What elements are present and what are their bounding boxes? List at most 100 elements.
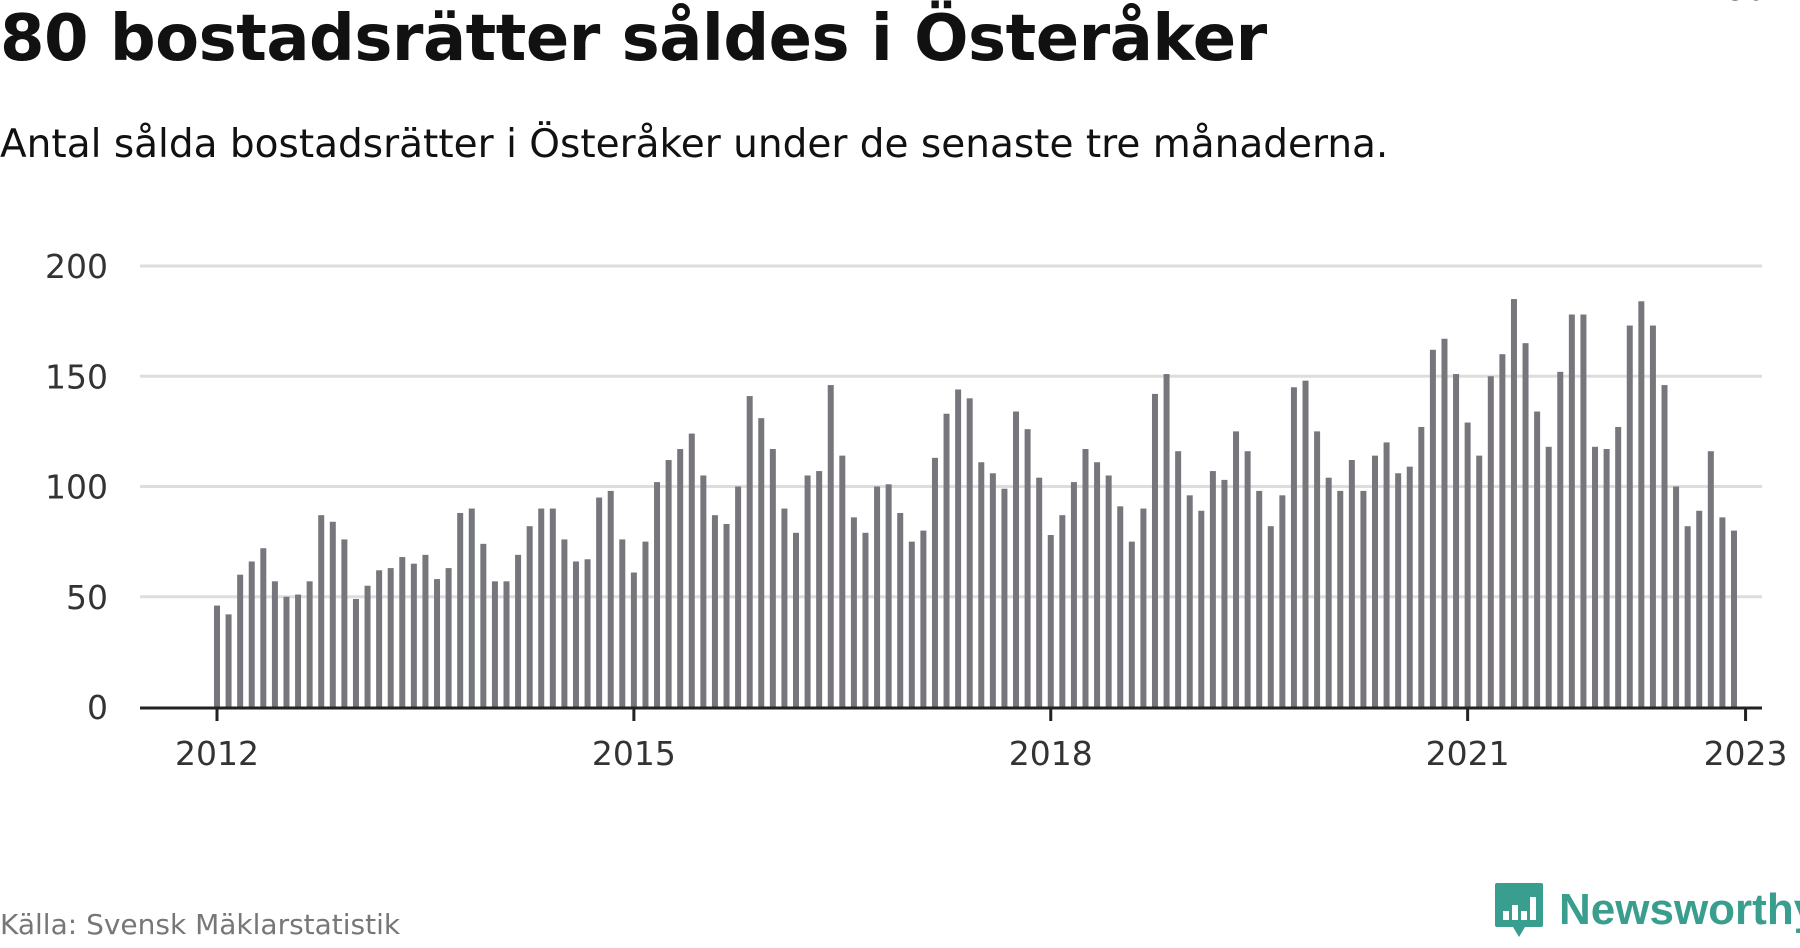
bar xyxy=(966,398,973,707)
bar xyxy=(318,515,325,707)
bar xyxy=(572,561,579,707)
bar xyxy=(1279,495,1286,707)
y-tick-label: 50 xyxy=(66,578,108,617)
bar xyxy=(1592,446,1599,707)
x-tick-label: 2021 xyxy=(1426,734,1510,773)
bar xyxy=(1360,490,1367,707)
bar xyxy=(1163,374,1170,707)
bar xyxy=(874,486,881,707)
bar xyxy=(746,396,753,707)
bar xyxy=(1707,451,1714,707)
bar xyxy=(711,515,718,707)
bar xyxy=(1175,451,1182,707)
bar xyxy=(445,568,452,707)
bar xyxy=(596,497,603,707)
bar xyxy=(1094,462,1101,707)
data-labels: 80 xyxy=(1721,0,1771,12)
bar xyxy=(214,605,220,707)
bar xyxy=(804,475,811,707)
bar xyxy=(503,581,510,707)
bar xyxy=(1626,325,1633,707)
bar xyxy=(1603,449,1610,707)
bar xyxy=(561,539,568,707)
bar xyxy=(1510,299,1517,707)
bar xyxy=(1441,338,1448,707)
x-tick-label: 2015 xyxy=(592,734,676,773)
bar xyxy=(410,563,417,707)
bar xyxy=(1209,471,1216,707)
bar xyxy=(1557,371,1564,707)
brand-logo[interactable]: Newsworthy xyxy=(1493,880,1800,940)
bar xyxy=(607,490,614,707)
bar xyxy=(642,541,649,707)
bar xyxy=(630,572,637,707)
bar xyxy=(364,585,371,707)
bar xyxy=(1615,426,1622,707)
x-tick-label: 2023 xyxy=(1704,734,1788,773)
bar xyxy=(1719,517,1726,707)
bar xyxy=(225,614,232,707)
bar xyxy=(1059,515,1066,707)
bar xyxy=(989,473,996,707)
bar xyxy=(1476,455,1483,707)
bar xyxy=(1730,530,1737,707)
x-tick-label: 2012 xyxy=(175,734,259,773)
bar xyxy=(769,449,776,707)
bar xyxy=(793,532,799,707)
source-note: Källa: Svensk Mäklarstatistik xyxy=(0,908,401,941)
bar xyxy=(1256,490,1263,707)
bar xyxy=(1684,526,1691,707)
bar xyxy=(341,539,348,707)
bar xyxy=(1244,451,1251,707)
bar xyxy=(1372,455,1378,707)
bar xyxy=(839,455,846,707)
brand-name: Newsworthy xyxy=(1559,885,1800,934)
bar xyxy=(1418,426,1425,707)
bar xyxy=(1325,477,1332,707)
bar xyxy=(1024,429,1031,707)
bar xyxy=(306,581,313,707)
bar xyxy=(1499,354,1506,707)
bar xyxy=(827,385,834,707)
bar xyxy=(1464,422,1471,707)
bar xyxy=(1395,473,1402,707)
bar xyxy=(1337,490,1344,707)
bar xyxy=(677,449,684,707)
bar xyxy=(1013,411,1020,707)
bar xyxy=(943,413,950,707)
bar xyxy=(700,475,707,707)
chart-subtitle: Antal sålda bostadsrätter i Österåker un… xyxy=(0,122,1389,167)
bar xyxy=(1522,343,1529,707)
bar xyxy=(271,581,278,707)
bar xyxy=(399,557,406,707)
bar xyxy=(1070,482,1077,707)
bar xyxy=(295,594,302,707)
bar xyxy=(1429,349,1436,707)
y-tick-label: 100 xyxy=(45,468,108,507)
bar xyxy=(1036,477,1043,707)
bar xyxy=(955,389,962,707)
y-tick-label: 200 xyxy=(45,247,108,286)
bar xyxy=(1001,488,1008,707)
bar xyxy=(468,508,475,707)
bar xyxy=(619,539,626,707)
y-axis-ticks: 0 50 100 150 200 xyxy=(45,247,108,727)
bar xyxy=(1696,510,1703,707)
bar xyxy=(1047,535,1054,707)
bar xyxy=(515,554,522,707)
bar xyxy=(1487,376,1494,707)
bar-chart: 0 50 100 150 200 2012 2015 2018 2021 2023 80 xyxy=(45,0,1788,773)
bars xyxy=(214,299,1737,707)
bar xyxy=(781,508,788,707)
bar xyxy=(1534,411,1541,707)
bar xyxy=(1290,387,1297,707)
bar xyxy=(387,568,394,707)
bar xyxy=(1128,541,1135,707)
y-tick-label: 150 xyxy=(45,357,108,396)
bar xyxy=(688,433,695,707)
gridlines xyxy=(140,264,1762,599)
bar xyxy=(1186,495,1193,707)
bar xyxy=(897,512,904,707)
bar xyxy=(1302,380,1309,707)
bar xyxy=(329,521,336,707)
